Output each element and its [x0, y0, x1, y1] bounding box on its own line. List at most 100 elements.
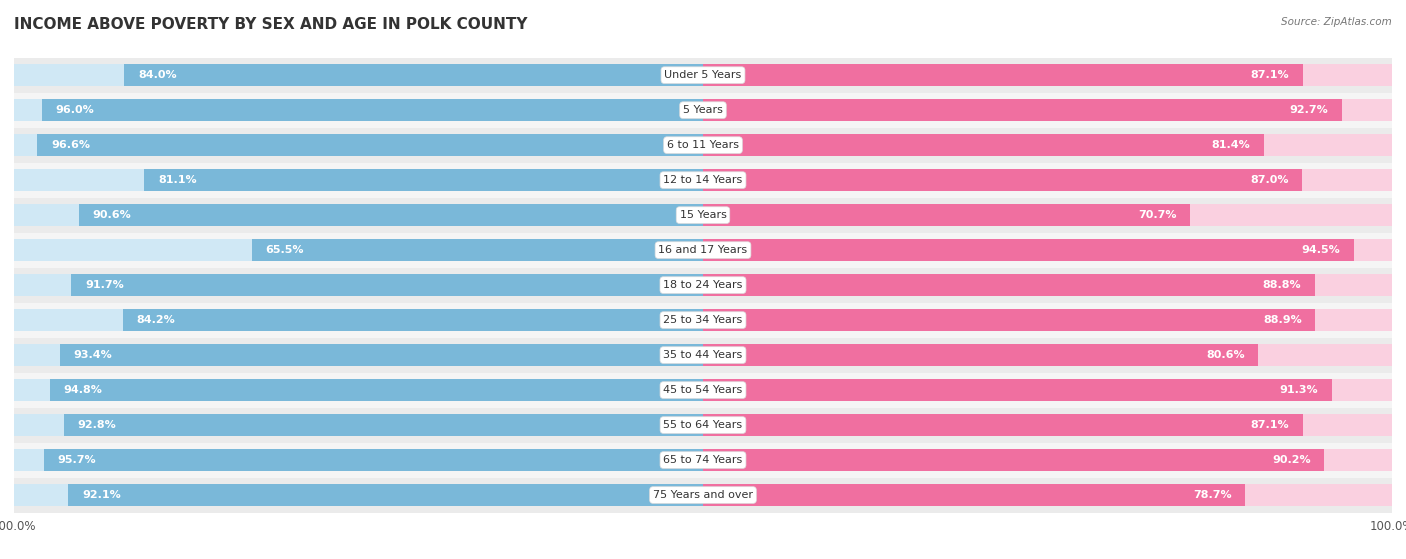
Bar: [14, 302, 1392, 338]
Text: 6 to 11 Years: 6 to 11 Years: [666, 140, 740, 150]
Bar: [44, 449, 703, 471]
Bar: [59, 344, 703, 366]
Bar: [703, 309, 1392, 331]
Bar: [14, 484, 703, 506]
Bar: [14, 233, 1392, 268]
Bar: [14, 169, 703, 191]
Bar: [703, 64, 1392, 86]
Bar: [38, 134, 703, 156]
Bar: [14, 372, 1392, 408]
Bar: [14, 344, 703, 366]
Text: 16 and 17 Years: 16 and 17 Years: [658, 245, 748, 255]
Text: Under 5 Years: Under 5 Years: [665, 70, 741, 80]
Text: 87.0%: 87.0%: [1250, 175, 1289, 185]
Bar: [42, 100, 703, 121]
Bar: [703, 484, 1392, 506]
Bar: [14, 127, 1392, 163]
Text: 88.9%: 88.9%: [1263, 315, 1302, 325]
Text: 55 to 64 Years: 55 to 64 Years: [664, 420, 742, 430]
Text: 90.2%: 90.2%: [1272, 455, 1310, 465]
Bar: [69, 484, 703, 506]
Text: 84.0%: 84.0%: [138, 70, 177, 80]
Text: 84.2%: 84.2%: [136, 315, 176, 325]
Bar: [703, 484, 1246, 506]
Text: 78.7%: 78.7%: [1192, 490, 1232, 500]
Text: 94.5%: 94.5%: [1302, 245, 1340, 255]
Text: 12 to 14 Years: 12 to 14 Years: [664, 175, 742, 185]
Text: 80.6%: 80.6%: [1206, 350, 1244, 360]
Text: 81.1%: 81.1%: [157, 175, 197, 185]
Text: 35 to 44 Years: 35 to 44 Years: [664, 350, 742, 360]
Text: 92.8%: 92.8%: [77, 420, 117, 430]
Text: 92.1%: 92.1%: [83, 490, 121, 500]
Bar: [252, 239, 703, 261]
Text: 87.1%: 87.1%: [1251, 420, 1289, 430]
Bar: [703, 169, 1302, 191]
Bar: [14, 309, 703, 331]
Bar: [14, 268, 1392, 302]
Bar: [703, 204, 1189, 226]
Bar: [703, 239, 1392, 261]
Bar: [145, 169, 703, 191]
Text: 88.8%: 88.8%: [1263, 280, 1301, 290]
Bar: [122, 309, 703, 331]
Bar: [49, 379, 703, 401]
Bar: [14, 134, 703, 156]
Bar: [703, 414, 1303, 436]
Bar: [703, 100, 1341, 121]
Bar: [703, 134, 1264, 156]
Text: 96.6%: 96.6%: [51, 140, 90, 150]
Bar: [14, 274, 703, 296]
Bar: [14, 198, 1392, 233]
Bar: [14, 64, 703, 86]
Bar: [703, 100, 1392, 121]
Text: Source: ZipAtlas.com: Source: ZipAtlas.com: [1281, 17, 1392, 27]
Bar: [703, 449, 1392, 471]
Bar: [14, 379, 703, 401]
Text: 75 Years and over: 75 Years and over: [652, 490, 754, 500]
Bar: [14, 408, 1392, 443]
Legend: Male, Female: Male, Female: [619, 557, 787, 559]
Text: 5 Years: 5 Years: [683, 105, 723, 115]
Bar: [14, 58, 1392, 93]
Text: INCOME ABOVE POVERTY BY SEX AND AGE IN POLK COUNTY: INCOME ABOVE POVERTY BY SEX AND AGE IN P…: [14, 17, 527, 32]
Bar: [703, 309, 1316, 331]
Text: 87.1%: 87.1%: [1251, 70, 1289, 80]
Bar: [703, 239, 1354, 261]
Text: 18 to 24 Years: 18 to 24 Years: [664, 280, 742, 290]
Text: 91.7%: 91.7%: [84, 280, 124, 290]
Bar: [14, 163, 1392, 198]
Text: 65 to 74 Years: 65 to 74 Years: [664, 455, 742, 465]
Bar: [703, 204, 1392, 226]
Text: 81.4%: 81.4%: [1211, 140, 1250, 150]
Text: 70.7%: 70.7%: [1137, 210, 1177, 220]
Bar: [703, 64, 1303, 86]
Bar: [14, 414, 703, 436]
Bar: [703, 379, 1392, 401]
Text: 96.0%: 96.0%: [55, 105, 94, 115]
Bar: [703, 449, 1324, 471]
Bar: [14, 239, 703, 261]
Bar: [703, 274, 1392, 296]
Text: 94.8%: 94.8%: [63, 385, 103, 395]
Text: 25 to 34 Years: 25 to 34 Years: [664, 315, 742, 325]
Text: 65.5%: 65.5%: [266, 245, 304, 255]
Text: 91.3%: 91.3%: [1279, 385, 1319, 395]
Bar: [703, 344, 1258, 366]
Bar: [79, 204, 703, 226]
Bar: [703, 169, 1392, 191]
Bar: [14, 100, 703, 121]
Text: 93.4%: 93.4%: [73, 350, 112, 360]
Text: 90.6%: 90.6%: [93, 210, 131, 220]
Bar: [14, 338, 1392, 372]
Text: 15 Years: 15 Years: [679, 210, 727, 220]
Bar: [14, 443, 1392, 477]
Text: 92.7%: 92.7%: [1289, 105, 1327, 115]
Bar: [703, 134, 1392, 156]
Bar: [63, 414, 703, 436]
Bar: [124, 64, 703, 86]
Bar: [14, 93, 1392, 127]
Bar: [703, 344, 1392, 366]
Bar: [703, 379, 1331, 401]
Bar: [703, 414, 1392, 436]
